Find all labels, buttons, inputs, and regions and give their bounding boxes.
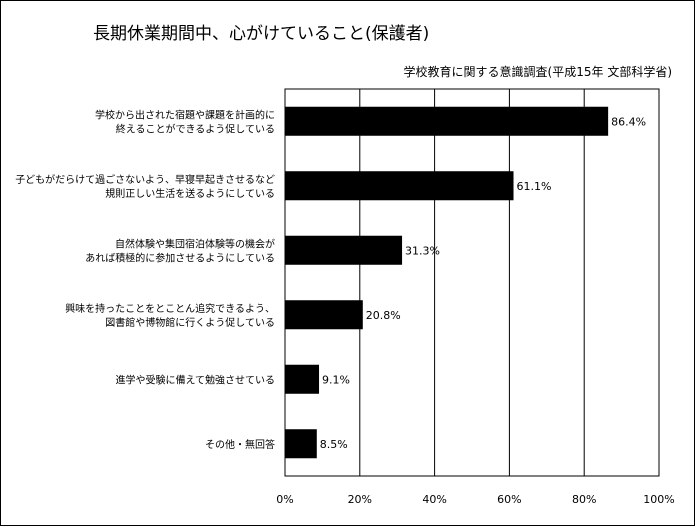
category-label: 進学や受験に備えて勉強させている <box>116 373 276 386</box>
category-label: 子どもがだらけて過ごさないよう、早寝早起きさせるなど <box>15 173 275 186</box>
x-tick-label: 20% <box>348 493 372 506</box>
x-tick-label: 40% <box>422 493 446 506</box>
value-label: 86.4% <box>611 115 646 128</box>
category-label: あれば積極的に参加させるようにしている <box>85 251 275 264</box>
chart-subtitle: 学校教育に関する意識調査(平成15年 文部科学省) <box>403 65 672 79</box>
x-tick-label: 80% <box>572 493 596 506</box>
value-label: 8.5% <box>320 438 348 451</box>
category-label: 学校から出された宿題や課題を計画的に <box>95 108 275 121</box>
value-label: 31.3% <box>405 244 440 257</box>
plot-area <box>284 88 660 477</box>
chart-title: 長期休業期間中、心がけていること(保護者) <box>93 24 430 44</box>
x-tick-label: 0% <box>276 493 293 506</box>
category-label: 図書館や博物館に行くよう促している <box>105 316 275 329</box>
value-label: 9.1% <box>322 373 350 386</box>
value-label: 20.8% <box>366 309 401 322</box>
x-tick-label: 100% <box>643 493 674 506</box>
category-label: 規則正しい生活を送るようにしている <box>105 187 275 200</box>
category-label: その他・無回答 <box>205 438 275 451</box>
bar <box>285 300 363 330</box>
category-label: 興味を持ったことをとことん追究できるよう、 <box>65 302 275 315</box>
bar <box>285 364 320 394</box>
bar <box>285 235 403 265</box>
category-label: 自然体験や集団宿泊体験等の機会が <box>115 237 275 250</box>
value-label: 61.1% <box>517 180 552 193</box>
bar <box>285 106 609 136</box>
bar <box>285 429 317 459</box>
bar <box>285 171 514 201</box>
x-tick-label: 60% <box>497 493 521 506</box>
category-label: 終えることができるよう促している <box>116 122 275 135</box>
